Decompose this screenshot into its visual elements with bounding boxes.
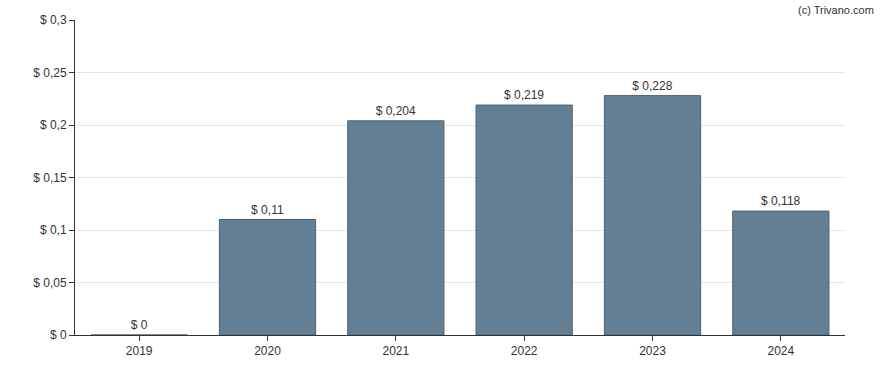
svg-text:$ 0,15: $ 0,15 bbox=[33, 171, 67, 185]
svg-text:$ 0,11: $ 0,11 bbox=[251, 203, 284, 217]
svg-text:$ 0,25: $ 0,25 bbox=[33, 66, 67, 80]
svg-text:2022: 2022 bbox=[511, 344, 538, 358]
svg-text:$ 0,228: $ 0,228 bbox=[632, 79, 672, 93]
svg-text:$ 0,219: $ 0,219 bbox=[504, 88, 544, 102]
svg-text:$ 0,204: $ 0,204 bbox=[376, 104, 416, 118]
svg-text:$ 0: $ 0 bbox=[50, 328, 67, 342]
svg-text:$ 0,05: $ 0,05 bbox=[33, 276, 67, 290]
svg-text:$ 0,2: $ 0,2 bbox=[40, 118, 67, 132]
svg-text:(c) Trivano.com: (c) Trivano.com bbox=[798, 4, 874, 16]
svg-text:$ 0,118: $ 0,118 bbox=[761, 194, 800, 208]
svg-text:2024: 2024 bbox=[767, 344, 794, 358]
svg-text:2019: 2019 bbox=[126, 344, 153, 358]
svg-text:$ 0,1: $ 0,1 bbox=[40, 223, 67, 237]
svg-text:2023: 2023 bbox=[639, 344, 666, 358]
svg-text:2021: 2021 bbox=[382, 344, 409, 358]
svg-text:$ 0: $ 0 bbox=[131, 318, 148, 332]
svg-text:$ 0,3: $ 0,3 bbox=[40, 13, 67, 27]
svg-text:2020: 2020 bbox=[254, 344, 281, 358]
